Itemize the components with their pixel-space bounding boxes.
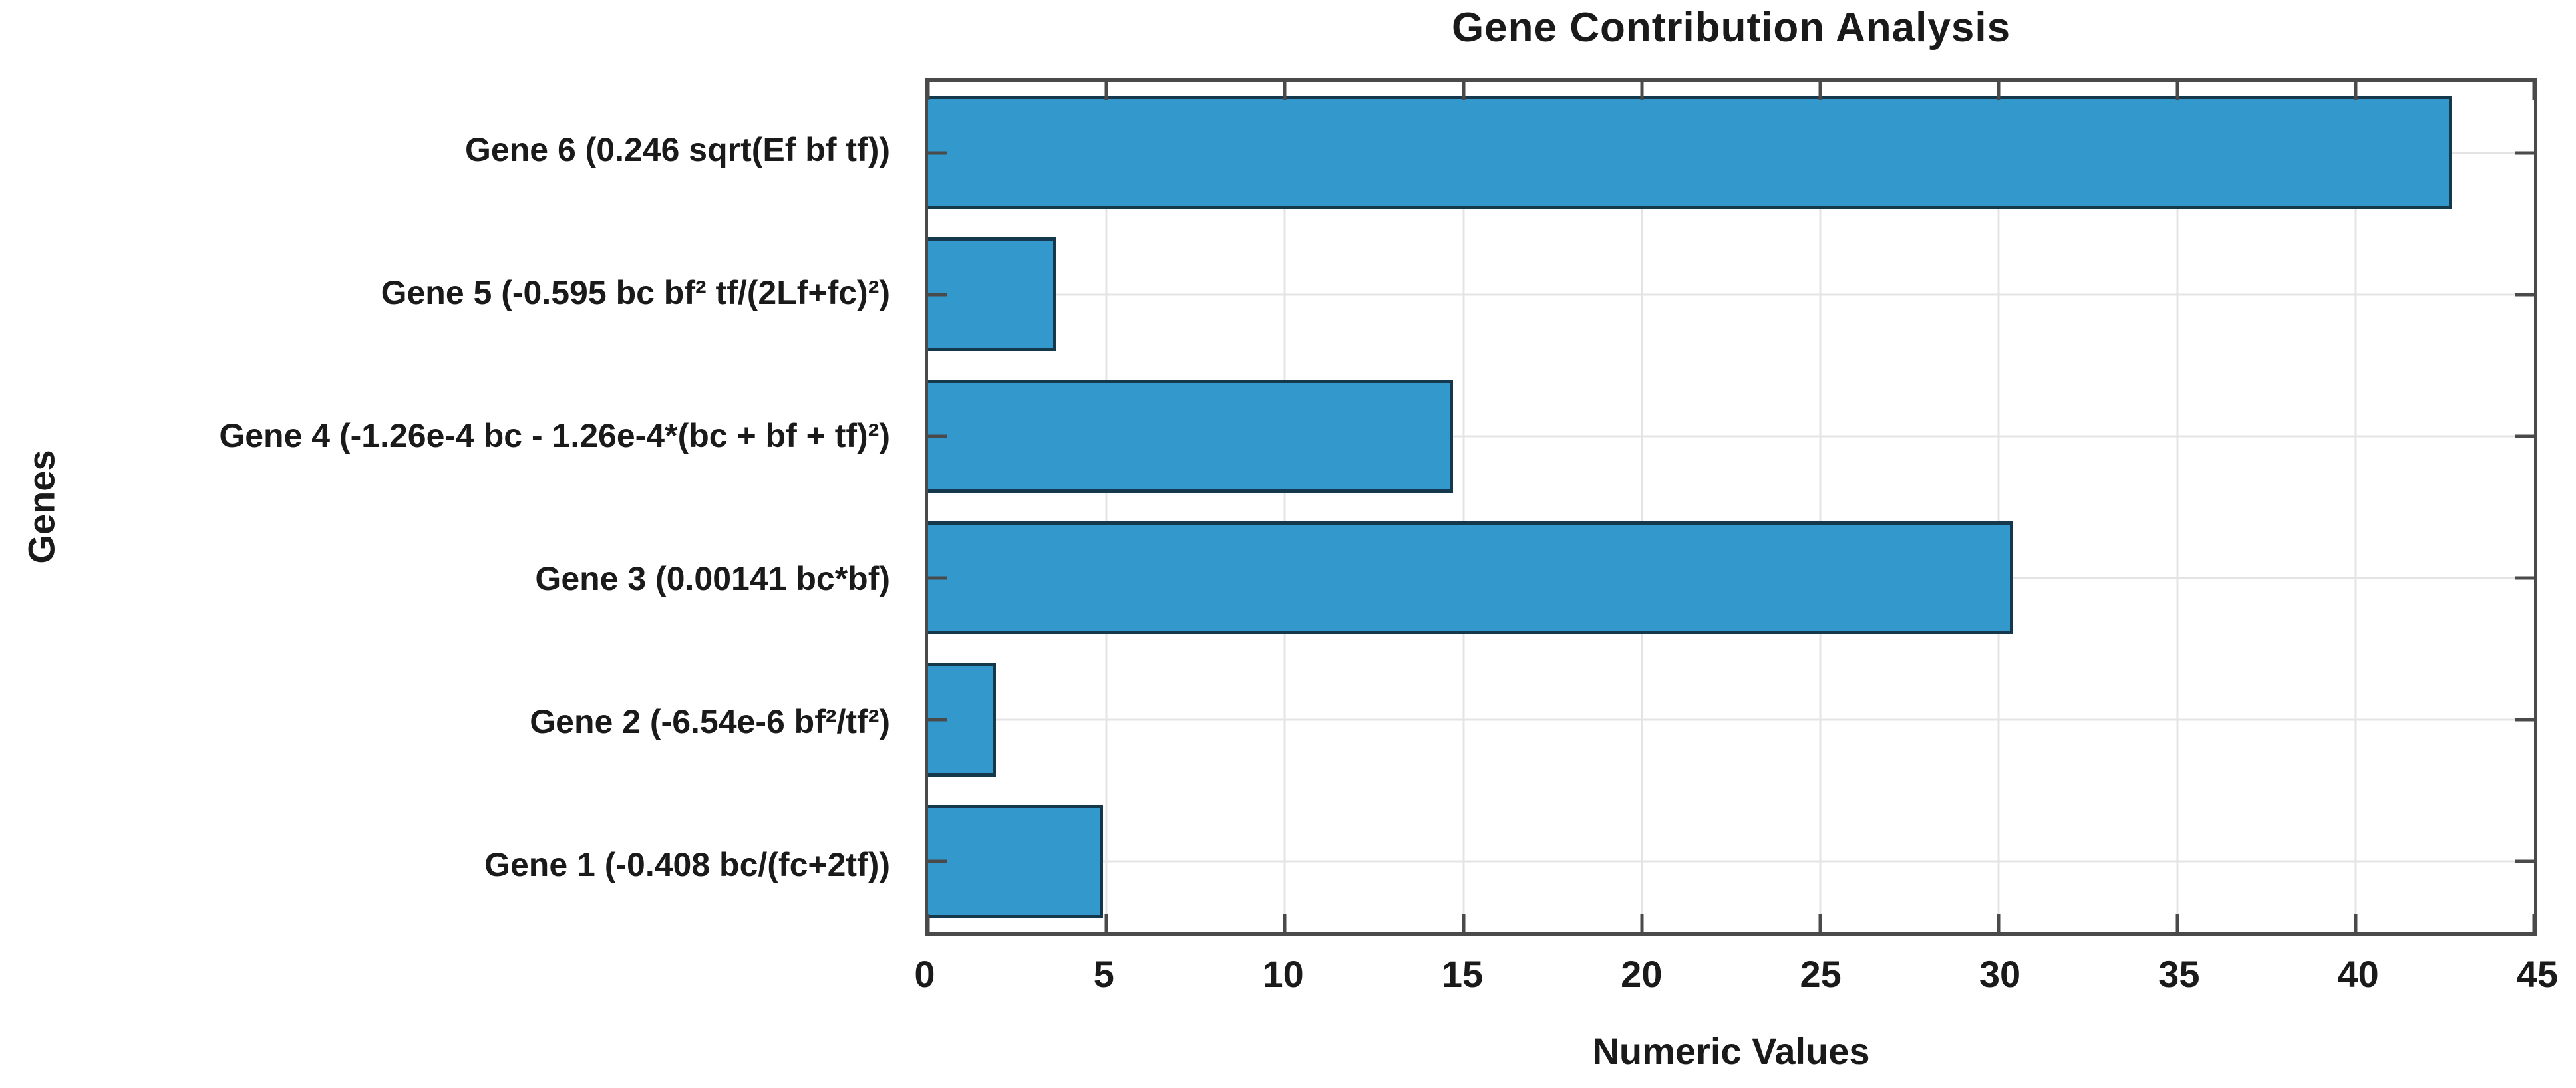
y-tick-mark: [928, 151, 947, 155]
bar-gene-5: [928, 237, 1057, 352]
y-tick-mark: [928, 718, 947, 722]
bar-row: [928, 82, 2534, 223]
x-tick-mark: [1462, 82, 1466, 100]
bar-row: [928, 791, 2534, 932]
gridline-vertical: [2354, 82, 2357, 932]
x-tick-label: 20: [1621, 953, 1663, 995]
x-tick-mark: [2354, 914, 2358, 932]
x-tick-mark: [1462, 914, 1466, 932]
gridline-vertical: [1283, 82, 1286, 932]
bar-gene-6: [928, 96, 2452, 209]
chart-title: Gene Contribution Analysis: [1451, 5, 2011, 51]
bar-row: [928, 223, 2534, 365]
gridline-horizontal: [928, 435, 2534, 438]
x-tick-mark: [1818, 82, 1822, 100]
x-tick-mark: [1283, 914, 1287, 932]
y-tick-label: Gene 5 (-0.595 bc bf² tf/(2Lf+fc)²): [381, 274, 890, 312]
y-tick-mark: [2515, 151, 2534, 155]
y-tick-mark: [928, 434, 947, 438]
x-tick-mark: [1104, 82, 1108, 100]
y-tick-mark: [928, 293, 947, 297]
gridline-horizontal: [928, 718, 2534, 721]
x-tick-mark: [1283, 82, 1287, 100]
gridline-vertical: [1819, 82, 1822, 932]
gridline-vertical: [1997, 82, 2000, 932]
x-tick-mark: [2532, 82, 2536, 100]
y-tick-mark: [928, 576, 947, 580]
gridline-vertical: [1641, 82, 1643, 932]
bar-rows: [928, 82, 2534, 932]
x-tick-mark: [2532, 914, 2536, 932]
y-tick-mark: [928, 859, 947, 863]
x-tick-label: 25: [1800, 953, 1842, 995]
gridline-vertical: [1105, 82, 1108, 932]
y-tick-label: Gene 1 (-0.408 bc/(fc+2tf)): [484, 845, 890, 883]
y-tick-label: Gene 4 (-1.26e-4 bc - 1.26e-4*(bc + bf +…: [219, 417, 890, 455]
x-tick-mark: [2175, 82, 2179, 100]
y-tick-labels: Gene 6 (0.246 sqrt(Ef bf tf)) Gene 5 (-0.…: [0, 78, 907, 936]
y-tick-mark: [2515, 293, 2534, 297]
y-tick-mark: [2515, 576, 2534, 580]
x-tick-mark: [1997, 914, 2001, 932]
y-tick-label: Gene 6 (0.246 sqrt(Ef bf tf)): [465, 131, 890, 169]
x-tick-mark: [1818, 914, 1822, 932]
x-tick-label: 35: [2158, 953, 2200, 995]
x-tick-mark: [1640, 82, 1644, 100]
x-tick-label: 15: [1441, 953, 1484, 995]
y-tick-mark: [2515, 434, 2534, 438]
x-tick-mark: [1997, 82, 2001, 100]
gridline-horizontal: [928, 860, 2534, 863]
y-tick-mark: [2515, 859, 2534, 863]
x-axis-title: Numeric Values: [1592, 1030, 1870, 1072]
bar-gene-4: [928, 379, 1453, 493]
bar-gene-3: [928, 521, 2013, 635]
x-tick-label: 45: [2516, 953, 2559, 995]
x-tick-label: 40: [2337, 953, 2379, 995]
plot-area: [925, 78, 2537, 936]
y-tick-label: Gene 2 (-6.54e-6 bf²/tf²): [530, 702, 890, 740]
x-tick-label: 5: [1093, 953, 1114, 995]
x-tick-mark: [2354, 82, 2358, 100]
y-tick-label: Gene 3 (0.00141 bc*bf): [535, 559, 890, 597]
x-tick-mark: [926, 82, 930, 100]
x-tick-mark: [1640, 914, 1644, 932]
x-tick-mark: [2175, 914, 2179, 932]
y-tick-mark: [2515, 718, 2534, 722]
x-tick-label: 10: [1262, 953, 1304, 995]
x-tick-mark: [926, 914, 930, 932]
x-tick-label: 0: [914, 953, 935, 995]
bar-row: [928, 365, 2534, 507]
gridline-horizontal: [928, 293, 2534, 296]
bar-gene-1: [928, 805, 1103, 918]
x-tick-labels: 0 5 10 15 20 25 30 35 40 45: [914, 952, 2558, 1006]
bar-row: [928, 507, 2534, 649]
x-tick-label: 30: [1979, 953, 2021, 995]
x-tick-mark: [1104, 914, 1108, 932]
gridline-vertical: [1462, 82, 1465, 932]
gridline-vertical: [2176, 82, 2179, 932]
bar-row: [928, 649, 2534, 791]
